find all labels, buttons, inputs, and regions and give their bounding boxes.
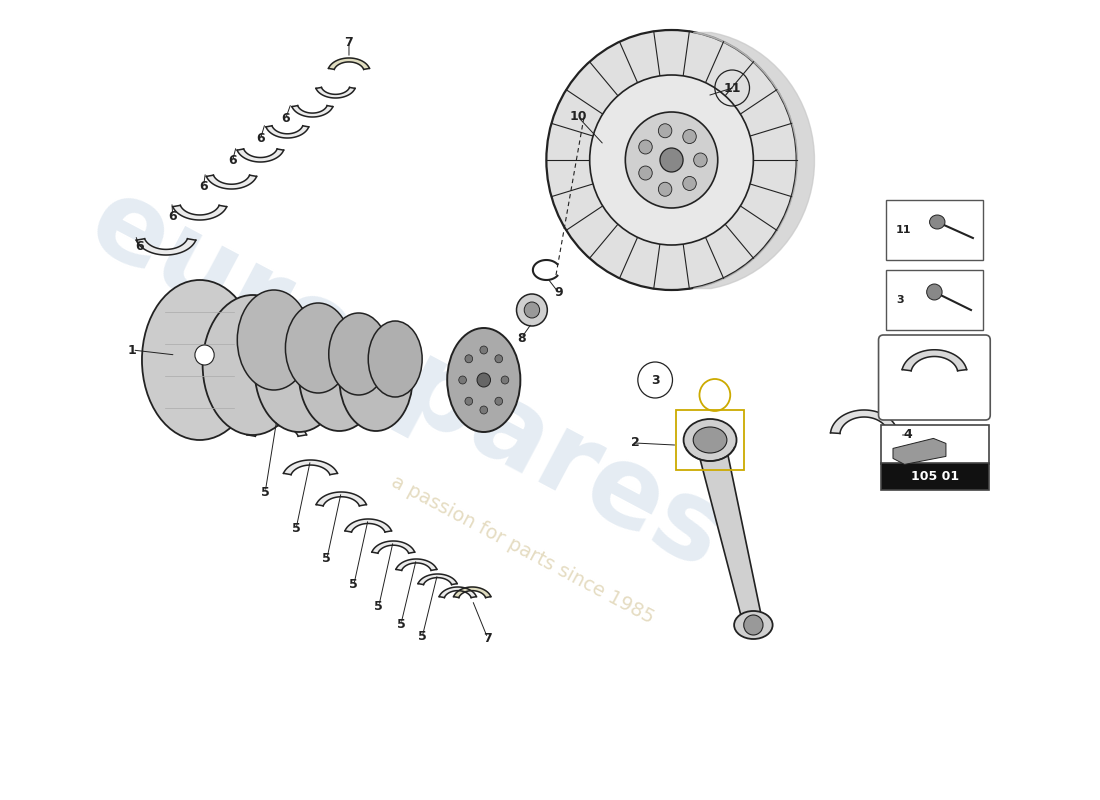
Text: 6: 6 bbox=[135, 241, 144, 254]
Ellipse shape bbox=[142, 280, 257, 440]
Circle shape bbox=[480, 346, 487, 354]
Circle shape bbox=[465, 354, 473, 362]
Text: 1: 1 bbox=[128, 343, 136, 357]
Polygon shape bbox=[173, 206, 227, 220]
Polygon shape bbox=[372, 541, 415, 554]
Text: 5: 5 bbox=[261, 486, 270, 498]
Text: 5: 5 bbox=[292, 522, 300, 535]
Circle shape bbox=[625, 112, 717, 208]
Bar bbox=[881, 462, 989, 490]
Bar bbox=[887, 200, 982, 260]
Polygon shape bbox=[418, 574, 458, 585]
Ellipse shape bbox=[693, 427, 727, 453]
Text: 8: 8 bbox=[517, 331, 526, 345]
Polygon shape bbox=[316, 87, 355, 98]
Circle shape bbox=[590, 75, 754, 245]
Circle shape bbox=[502, 376, 509, 384]
Text: 5: 5 bbox=[350, 578, 359, 591]
Bar bbox=[887, 270, 982, 330]
Circle shape bbox=[639, 140, 652, 154]
Ellipse shape bbox=[202, 295, 302, 435]
Polygon shape bbox=[453, 587, 491, 598]
Text: eurospares: eurospares bbox=[72, 168, 743, 592]
Circle shape bbox=[683, 177, 696, 190]
Polygon shape bbox=[136, 238, 196, 255]
Circle shape bbox=[660, 148, 683, 172]
Polygon shape bbox=[345, 519, 392, 532]
Polygon shape bbox=[439, 587, 476, 598]
Polygon shape bbox=[893, 438, 946, 464]
Circle shape bbox=[659, 124, 672, 138]
Circle shape bbox=[926, 284, 942, 300]
Circle shape bbox=[495, 354, 503, 362]
Text: 105 01: 105 01 bbox=[911, 470, 959, 483]
Ellipse shape bbox=[238, 290, 310, 390]
Text: 2: 2 bbox=[630, 437, 639, 450]
Circle shape bbox=[683, 130, 696, 143]
Text: 6: 6 bbox=[199, 179, 208, 193]
Ellipse shape bbox=[339, 327, 412, 431]
Circle shape bbox=[459, 376, 466, 384]
Polygon shape bbox=[329, 58, 370, 70]
Text: 11: 11 bbox=[895, 225, 912, 235]
Bar bbox=[676, 410, 744, 470]
Text: 5: 5 bbox=[374, 599, 383, 613]
Text: 6: 6 bbox=[256, 133, 265, 146]
Ellipse shape bbox=[368, 321, 422, 397]
Ellipse shape bbox=[683, 419, 737, 461]
Polygon shape bbox=[238, 149, 284, 162]
Polygon shape bbox=[830, 410, 898, 434]
Text: 3: 3 bbox=[895, 295, 903, 305]
Text: 5: 5 bbox=[322, 553, 331, 566]
Circle shape bbox=[694, 153, 707, 167]
Circle shape bbox=[495, 398, 503, 406]
Ellipse shape bbox=[285, 303, 351, 393]
Text: 3: 3 bbox=[651, 374, 660, 386]
Polygon shape bbox=[266, 126, 309, 138]
Circle shape bbox=[547, 30, 796, 290]
Circle shape bbox=[517, 294, 548, 326]
Ellipse shape bbox=[254, 308, 343, 432]
Text: 6: 6 bbox=[228, 154, 236, 167]
Circle shape bbox=[659, 182, 672, 196]
Text: 10: 10 bbox=[570, 110, 587, 123]
Text: 11: 11 bbox=[724, 82, 741, 94]
Circle shape bbox=[744, 615, 763, 635]
Ellipse shape bbox=[734, 611, 772, 639]
FancyBboxPatch shape bbox=[879, 335, 990, 420]
Polygon shape bbox=[902, 350, 967, 370]
Circle shape bbox=[525, 302, 540, 318]
Polygon shape bbox=[316, 492, 366, 506]
Text: 5: 5 bbox=[418, 630, 427, 643]
Circle shape bbox=[639, 166, 652, 180]
Polygon shape bbox=[696, 437, 762, 627]
Bar bbox=[881, 425, 989, 464]
Ellipse shape bbox=[299, 319, 380, 431]
Text: 6: 6 bbox=[282, 113, 289, 126]
Polygon shape bbox=[248, 420, 307, 436]
Ellipse shape bbox=[930, 215, 945, 229]
Circle shape bbox=[195, 345, 214, 365]
Text: 7: 7 bbox=[344, 35, 353, 49]
Text: 6: 6 bbox=[168, 210, 177, 222]
Ellipse shape bbox=[329, 313, 388, 395]
Polygon shape bbox=[207, 175, 256, 189]
Polygon shape bbox=[292, 106, 333, 117]
Text: 9: 9 bbox=[554, 286, 563, 299]
Ellipse shape bbox=[448, 328, 520, 432]
Polygon shape bbox=[284, 460, 338, 474]
Circle shape bbox=[477, 373, 491, 387]
Polygon shape bbox=[396, 559, 437, 570]
Text: a passion for parts since 1985: a passion for parts since 1985 bbox=[387, 472, 657, 628]
Text: 7: 7 bbox=[483, 631, 492, 645]
Text: 4: 4 bbox=[903, 429, 912, 442]
Circle shape bbox=[465, 398, 473, 406]
Text: 5: 5 bbox=[397, 618, 405, 630]
Circle shape bbox=[480, 406, 487, 414]
